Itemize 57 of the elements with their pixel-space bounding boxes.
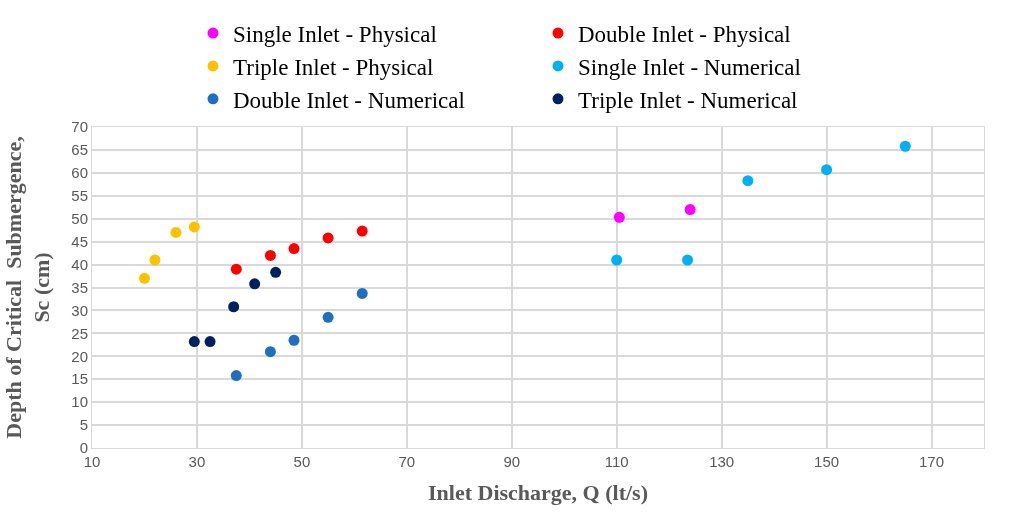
point xyxy=(356,287,368,299)
point xyxy=(322,311,334,323)
point xyxy=(230,370,242,382)
point xyxy=(613,211,625,223)
legend-label: Single Inlet - Numerical xyxy=(578,54,801,80)
point xyxy=(249,278,261,290)
point xyxy=(684,204,696,216)
y-tick-label: 45 xyxy=(71,232,88,250)
point xyxy=(742,175,754,187)
y-tick-label: 10 xyxy=(71,393,88,411)
y-tick-label: 30 xyxy=(71,301,88,319)
point xyxy=(230,263,242,275)
point xyxy=(611,254,623,266)
point xyxy=(138,272,150,284)
legend-label: Single Inlet - Physical xyxy=(233,22,437,47)
y-tick-label: 5 xyxy=(79,416,88,434)
legend-label: Double Inlet - Physical xyxy=(578,22,791,47)
x-tick-label: 130 xyxy=(709,453,735,470)
point xyxy=(356,225,368,237)
point xyxy=(188,336,200,348)
y-tick-label: 65 xyxy=(71,141,88,159)
y-tick-label: 60 xyxy=(71,164,88,182)
x-tick-label: 70 xyxy=(398,453,416,470)
point xyxy=(821,164,833,176)
point xyxy=(682,254,694,266)
x-axis-title: Inlet Discharge, Q (lt/s) xyxy=(428,479,648,505)
y-tick-label: 0 xyxy=(79,439,88,457)
y-tick-label: 40 xyxy=(71,255,88,273)
point xyxy=(322,232,334,244)
point xyxy=(288,334,300,346)
x-tick-label: 50 xyxy=(293,453,311,470)
x-tick-label: 170 xyxy=(919,453,945,470)
point xyxy=(288,243,300,255)
y-tick-label: 20 xyxy=(71,347,88,365)
point xyxy=(264,346,276,358)
x-tick-label: 110 xyxy=(604,453,629,470)
point xyxy=(170,226,182,238)
point xyxy=(264,249,276,261)
y-tick-label: 25 xyxy=(71,324,88,342)
point xyxy=(188,221,200,233)
y-tick-label: 15 xyxy=(71,370,88,388)
y-tick-label: 55 xyxy=(71,187,88,205)
point xyxy=(204,336,216,348)
point xyxy=(228,301,240,313)
y-axis-title: Depth of Critical Submergence, Sc (cm) xyxy=(0,136,55,439)
y-tick-label: 50 xyxy=(71,209,88,227)
legend-label: Triple Inlet - Numerical xyxy=(578,87,798,113)
point xyxy=(149,254,161,266)
y-tick-label: 70 xyxy=(71,118,88,136)
y-tick-label: 35 xyxy=(71,278,88,296)
x-tick-label: 90 xyxy=(503,453,521,470)
legend-label: Triple Inlet - Physical xyxy=(233,54,434,80)
x-tick-label: 150 xyxy=(814,453,840,470)
point xyxy=(899,140,911,152)
legend-label: Double Inlet - Numerical xyxy=(233,87,465,113)
point xyxy=(270,266,282,278)
x-tick-label: 30 xyxy=(188,453,206,470)
